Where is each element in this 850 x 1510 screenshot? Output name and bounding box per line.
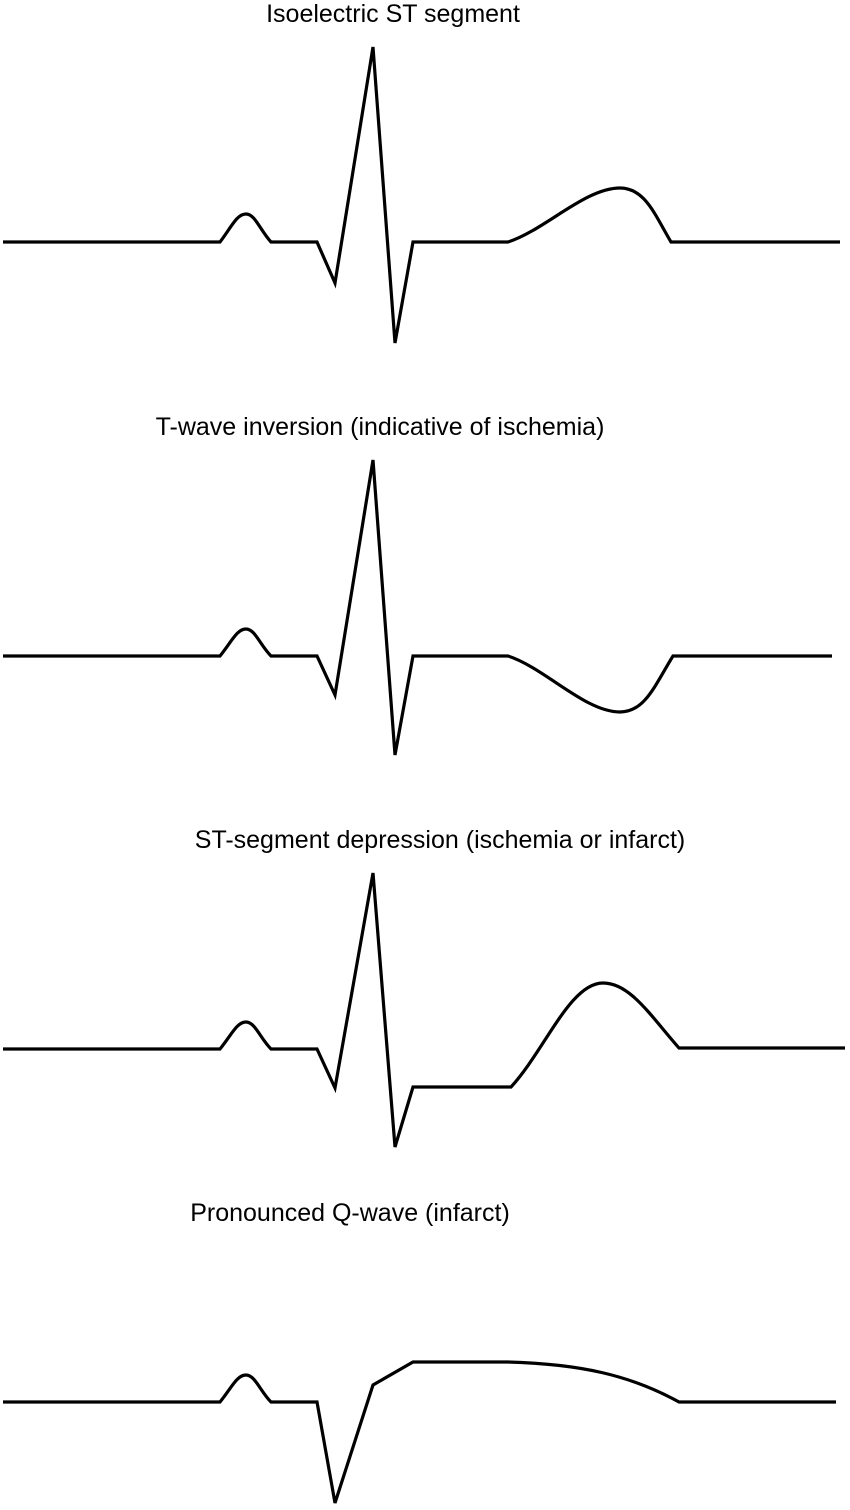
ecg-waveform [3, 872, 845, 1148]
ecg-waveform [3, 1360, 836, 1504]
ecg-waveform [3, 459, 832, 756]
panel-caption: T-wave inversion (indicative of ischemia… [155, 413, 605, 441]
panel-caption: Pronounced Q-wave (infarct) [190, 1199, 510, 1227]
ecg-panel-st-depression: ST-segment depression (ischemia or infar… [3, 826, 845, 1148]
ecg-waveform [3, 46, 840, 344]
panel-caption: ST-segment depression (ischemia or infar… [194, 826, 686, 854]
ecg-panel-t-inversion: T-wave inversion (indicative of ischemia… [3, 413, 832, 756]
ecg-trace-st-depression [3, 872, 845, 1148]
ecg-trace-isoelectric [3, 46, 840, 344]
ecg-trace-t-inversion [3, 459, 832, 756]
ecg-panel-isoelectric: Isoelectric ST segment [0, 0, 850, 370]
panel-caption: Isoelectric ST segment [266, 0, 520, 28]
